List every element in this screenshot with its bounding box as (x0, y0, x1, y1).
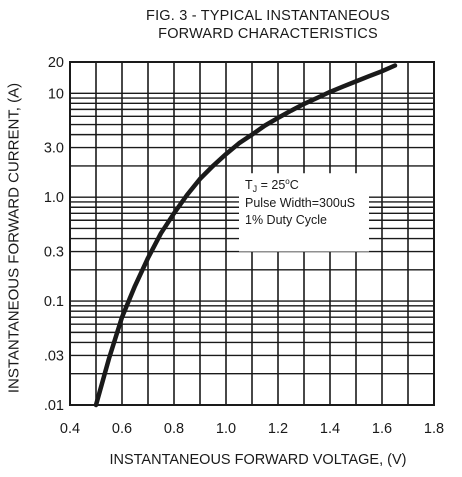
x-tick-label: 1.4 (320, 421, 340, 437)
annotation-line: 1% Duty Cycle (245, 213, 327, 227)
annotation-tj: TJ = 25oC (245, 177, 299, 194)
x-tick-label: 0.6 (112, 421, 132, 437)
x-tick-label: 1.6 (372, 421, 392, 437)
y-tick-label: .03 (44, 348, 64, 364)
y-tick-label: 0.3 (44, 245, 64, 261)
forward-characteristic-curve (93, 63, 398, 408)
x-axis-label: INSTANTANEOUS FORWARD VOLTAGE, (V) (109, 452, 407, 468)
chart-title-line-1: FIG. 3 - TYPICAL INSTANTANEOUS (146, 8, 390, 24)
y-tick-label: 3.0 (44, 141, 64, 157)
annotation-box (239, 173, 369, 252)
y-tick-label: 10 (48, 86, 64, 102)
chart-title-line-2: FORWARD CHARACTERISTICS (158, 26, 378, 42)
y-tick-label: 20 (48, 55, 64, 71)
x-tick-label: 0.8 (164, 421, 184, 437)
x-tick-label: 1.0 (216, 421, 236, 437)
x-tick-label: 0.4 (60, 421, 80, 437)
x-tick-label: 1.2 (268, 421, 288, 437)
y-tick-label: .01 (44, 398, 64, 414)
plot-frame (69, 61, 435, 406)
y-tick-label: 0.1 (44, 294, 64, 310)
y-tick-label: 1.0 (44, 190, 64, 206)
annotation-line: Pulse Width=300uS (245, 196, 355, 210)
x-tick-label: 1.8 (424, 421, 444, 437)
